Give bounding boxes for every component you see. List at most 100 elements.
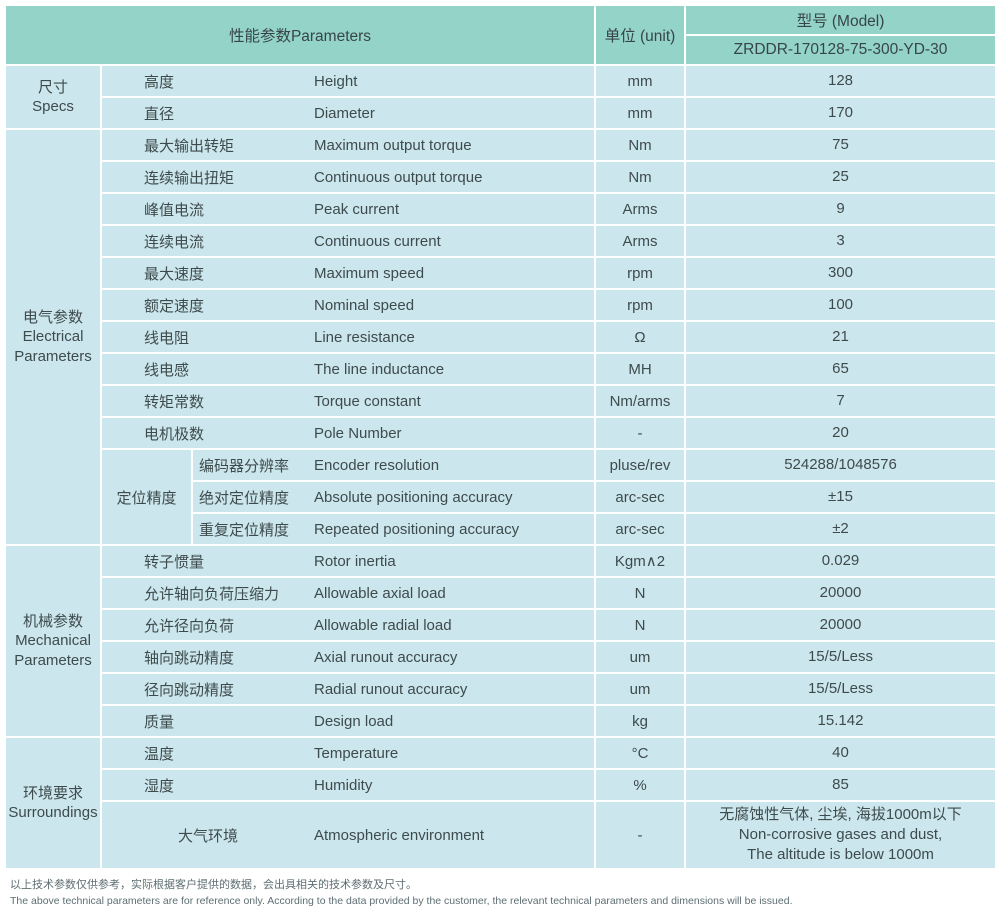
table-row: 机械参数 Mechanical Parameters 转子惯量 Rotor ine…	[4, 544, 997, 738]
param-cell: 编码器分辨率 Encoder resolution	[191, 448, 596, 482]
param-zh: 径向跳动精度	[144, 681, 235, 699]
param-zh: 允许径向负荷	[144, 617, 235, 635]
unit-cell: Kgm∧2	[594, 544, 686, 578]
param-cell: 连续输出扭矩 Continuous output torque	[100, 160, 596, 194]
value-cell: 15/5/Less	[684, 640, 997, 674]
table-row: 电机极数 Pole Number - 20	[5, 416, 997, 450]
param-zh: 轴向跳动精度	[144, 649, 235, 667]
param-zh: 重复定位精度	[199, 521, 290, 539]
param-zh: 高度	[144, 73, 175, 91]
param-cell: 转矩常数 Torque constant	[100, 384, 596, 418]
param-en: Maximum output torque	[314, 136, 472, 154]
param-cell: 线电阻 Line resistance	[100, 320, 596, 354]
unit-cell: Nm/arms	[594, 384, 686, 418]
group-label-zh: 电气参数	[22, 308, 83, 326]
unit-cell: Arms	[594, 224, 686, 258]
param-en: Temperature	[314, 744, 399, 762]
table-row: 质量 Design load kg 15.142	[5, 704, 997, 738]
table-row: 电气参数 Electrical Parameters 最大输出转矩 Maximum…	[4, 128, 997, 546]
table-row: 轴向跳动精度 Axial runout accuracy um 15/5/Less	[5, 640, 997, 674]
value-cell: 85	[684, 768, 997, 802]
unit-cell: rpm	[594, 256, 686, 290]
param-cell: 线电感 The line inductance	[100, 352, 596, 386]
value-cell: 3	[684, 224, 997, 258]
unit-cell: um	[594, 640, 686, 674]
note-en: The above technical parameters are for r…	[10, 894, 793, 907]
param-cell: 额定速度 Nominal speed	[100, 288, 596, 322]
param-zh: 连续输出扭矩	[144, 169, 235, 187]
unit-cell: arc-sec	[594, 480, 686, 514]
table-row: 线电阻 Line resistance Ω 21	[5, 320, 997, 354]
unit-cell: MH	[594, 352, 686, 386]
header-parameters: 性能参数Parameters	[4, 4, 596, 66]
param-zh: 电机极数	[144, 425, 205, 443]
param-en: Atmospheric environment	[314, 826, 485, 844]
param-zh: 大气环境	[177, 827, 238, 845]
table-row: 大气环境 Atmospheric environment - 无腐蚀性气体, 尘埃…	[5, 800, 997, 870]
param-en: Repeated positioning accuracy	[314, 520, 520, 538]
param-zh: 线电感	[144, 361, 190, 379]
unit-cell: mm	[594, 96, 686, 130]
value-cell: 15/5/Less	[684, 672, 997, 706]
table-row: 径向跳动精度 Radial runout accuracy um 15/5/Les…	[5, 672, 997, 706]
footer-notes: 以上技术参数仅供参考，实际根据客户提供的数据，会出具相关的技术参数及尺寸。 Th…	[4, 870, 995, 909]
group-label-en: Electrical Parameters	[14, 328, 92, 365]
table-header: 性能参数Parameters 单位 (unit) 型号 (Model) ZRDD…	[4, 4, 997, 66]
param-en: Absolute positioning accuracy	[314, 488, 513, 506]
unit-cell: -	[594, 416, 686, 450]
param-en: Continuous output torque	[314, 168, 483, 186]
value-cell: 100	[684, 288, 997, 322]
value-cell: 65	[684, 352, 997, 386]
param-en: Encoder resolution	[314, 456, 440, 474]
subgroup-label: 定位精度	[100, 448, 193, 546]
table-row: 转矩常数 Torque constant Nm/arms 7	[5, 384, 997, 418]
param-zh: 转子惯量	[144, 553, 205, 571]
group-label-en: Specs	[32, 98, 74, 115]
group-label-en: Surroundings	[8, 804, 98, 821]
value-cell: 7	[684, 384, 997, 418]
param-en: The line inductance	[314, 360, 445, 378]
group-specs: 尺寸 Specs	[4, 64, 102, 130]
param-en: Continuous current	[314, 232, 441, 250]
value-cell: 128	[684, 64, 997, 98]
value-cell: 无腐蚀性气体, 尘埃, 海拔1000m以下 Non-corrosive gase…	[684, 800, 997, 870]
value-cell: 9	[684, 192, 997, 226]
param-cell: 大气环境 Atmospheric environment	[100, 800, 596, 870]
table-row: 定位精度 编码器分辨率 Encoder resolution pluse/rev …	[5, 448, 997, 546]
value-cell: 15.142	[684, 704, 997, 738]
unit-cell: N	[594, 608, 686, 642]
unit-cell: Arms	[594, 192, 686, 226]
table-row: 湿度 Humidity % 85	[5, 768, 997, 802]
group-surroundings: 环境要求 Surroundings	[4, 736, 102, 870]
param-cell: 径向跳动精度 Radial runout accuracy	[100, 672, 596, 706]
model-number: ZRDDR-170128-75-300-YD-30	[684, 34, 997, 66]
param-en: Maximum speed	[314, 264, 425, 282]
param-cell: 重复定位精度 Repeated positioning accuracy	[191, 512, 596, 546]
table-row: 允许径向负荷 Allowable radial load N 20000	[5, 608, 997, 642]
value-cell: 300	[684, 256, 997, 290]
param-zh: 编码器分辨率	[199, 457, 290, 475]
group-label-zh: 环境要求	[22, 784, 83, 802]
table-row: 允许轴向负荷压缩力 Allowable axial load N 20000	[5, 576, 997, 610]
unit-cell: rpm	[594, 288, 686, 322]
param-en: Rotor inertia	[314, 552, 396, 570]
table-row: 额定速度 Nominal speed rpm 100	[5, 288, 997, 322]
unit-cell: pluse/rev	[594, 448, 686, 482]
param-cell: 峰值电流 Peak current	[100, 192, 596, 226]
note-zh: 以上技术参数仅供参考，实际根据客户提供的数据，会出具相关的技术参数及尺寸。	[10, 879, 417, 891]
param-en: Allowable axial load	[314, 584, 446, 602]
param-zh: 直径	[144, 105, 175, 123]
param-en: Line resistance	[314, 328, 415, 346]
header-row-2: ZRDDR-170128-75-300-YD-30	[5, 34, 997, 66]
group-label-zh: 尺寸	[37, 78, 68, 96]
table-row: 绝对定位精度 Absolute positioning accuracy arc-…	[5, 480, 997, 514]
param-cell: 温度 Temperature	[100, 736, 596, 770]
param-cell: 最大速度 Maximum speed	[100, 256, 596, 290]
unit-cell: Nm	[594, 128, 686, 162]
unit-cell: kg	[594, 704, 686, 738]
param-cell: 高度 Height	[100, 64, 596, 98]
param-zh: 峰值电流	[144, 201, 205, 219]
param-en: Axial runout accuracy	[314, 648, 458, 666]
table-row: 直径 Diameter mm 170	[5, 96, 997, 130]
